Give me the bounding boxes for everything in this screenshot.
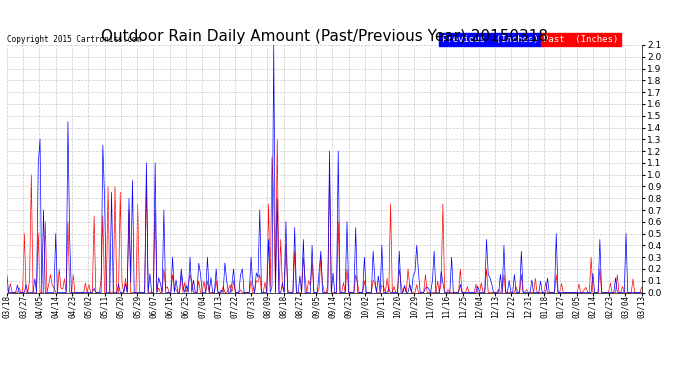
- Text: Past  (Inches): Past (Inches): [543, 35, 618, 44]
- Text: Previous  (Inches): Previous (Inches): [442, 35, 538, 44]
- Text: Copyright 2015 Cartronics.com: Copyright 2015 Cartronics.com: [7, 35, 141, 44]
- Title: Outdoor Rain Daily Amount (Past/Previous Year) 20150318: Outdoor Rain Daily Amount (Past/Previous…: [101, 29, 548, 44]
